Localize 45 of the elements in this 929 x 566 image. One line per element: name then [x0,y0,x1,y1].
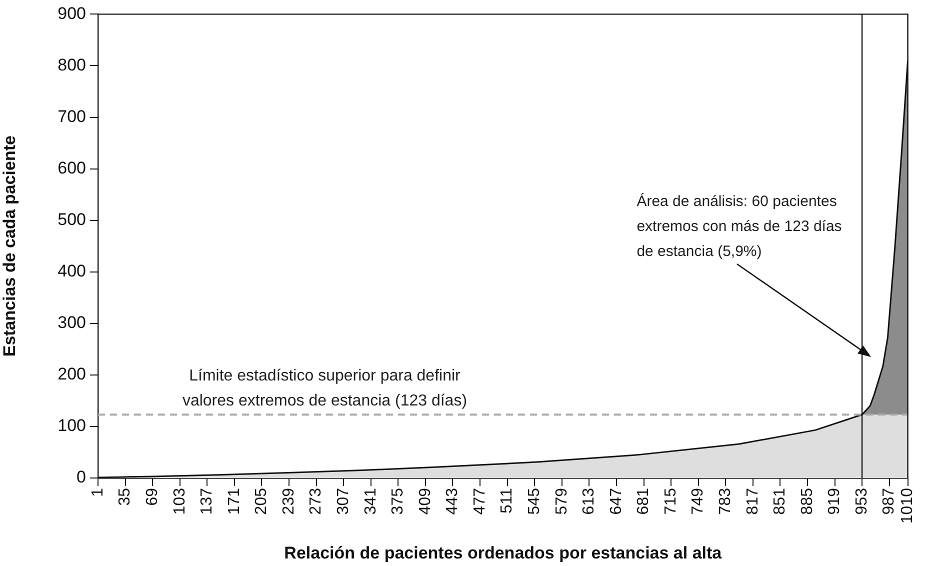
x-tick-label: 919 [826,488,844,515]
annotation: Área de análisis: 60 pacientes extremos con más de 123 días de estancia (5,9%) [636,192,842,260]
y-tick-label: 200 [58,364,86,384]
y-tick-label: 400 [58,262,86,281]
x-tick-label: 477 [471,488,488,515]
x-tick-label: 1 [89,488,106,497]
y-tick-label: 0 [76,468,86,487]
x-tick-label: 851 [772,488,789,515]
y-tick-label: 100 [58,416,86,436]
y-tick-label: 800 [58,55,86,74]
x-tick-label: 375 [390,488,407,515]
y-tick-label: 700 [58,106,86,126]
x-tick-label: 647 [608,488,625,515]
x-tick-label: 239 [280,488,298,515]
x-tick-label: 273 [308,488,325,515]
x-tick-label: 579 [553,488,570,515]
x-tick-label: 953 [853,488,870,515]
x-tick-label: 545 [526,488,544,515]
x-tick-label: 987 [880,488,898,515]
x-axis-title: Relación de pacientes ordenados por estancias al alta [284,543,722,562]
x-tick-label: 749 [690,488,707,515]
x-tick-label: 1010 [899,488,916,524]
x-tick-label: 613 [580,488,598,515]
y-tick-label: 500 [58,210,86,230]
x-tick-label: 35 [116,488,134,506]
x-tick-label: 885 [798,488,816,515]
y-tick-label: 600 [58,158,86,178]
x-tick-label: 137 [198,488,216,515]
x-tick-label: 307 [334,488,352,515]
x-tick-label: 715 [662,488,680,515]
y-axis-title: Estancias de cada paciente [0,136,19,357]
x-tick-label: 205 [253,488,270,515]
x-tick-label: 171 [226,488,243,515]
x-tick-label: 817 [744,488,762,515]
x-tick-label: 783 [717,488,734,515]
x-tick-label: 409 [416,488,434,515]
x-tick-label: 341 [362,488,380,515]
ref-line-label: Límite estadístico superior para definir valores extremos de estancia (123 días) [182,368,468,410]
x-tick-label: 69 [144,488,161,506]
x-tick-label: 443 [444,488,462,515]
x-tick-label: 511 [498,488,516,514]
x-tick-label: 681 [635,488,652,515]
y-tick-label: 300 [58,313,86,332]
x-tick-label: 103 [171,488,188,515]
y-tick-label: 900 [58,4,86,23]
